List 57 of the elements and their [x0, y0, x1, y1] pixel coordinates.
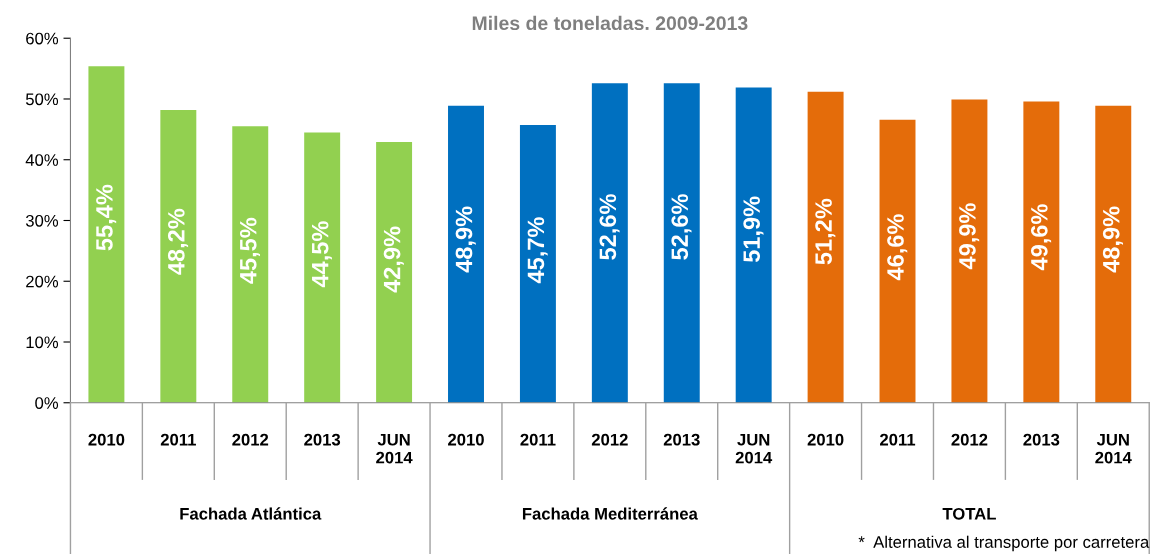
text: Fachada Atlántica — [180, 507, 322, 520]
data-label: 51,9% — [743, 196, 764, 263]
bar — [448, 105, 484, 403]
x-tick-label: 2010 — [88, 433, 125, 446]
x-tick-label: 2010 — [448, 433, 484, 446]
y-tick-label: 30% — [25, 214, 59, 227]
data-label: 44,5% — [311, 221, 332, 288]
data-label: 45,7% — [527, 217, 548, 284]
text: * Alternativa al transporte por carretera — [858, 535, 1150, 552]
bar — [1023, 101, 1060, 403]
data-label: 42,9% — [383, 226, 404, 293]
bar — [663, 83, 700, 403]
bar — [591, 83, 628, 403]
bar — [735, 87, 772, 403]
chart-title: Miles de toneladas. 2009-2013 — [472, 15, 748, 31]
bar — [160, 109, 197, 403]
x-tick-label: JUN 2014 — [735, 433, 773, 464]
x-tick-label: 2012 — [951, 433, 988, 446]
bar — [879, 119, 916, 403]
data-label: 48,9% — [455, 206, 476, 273]
data-label: 48,9% — [1102, 206, 1124, 273]
x-tick-label: 2012 — [232, 433, 269, 446]
y-tick-label: 10% — [26, 336, 59, 349]
data-label: 52,6% — [599, 194, 620, 260]
data-label: 49,6% — [1030, 204, 1052, 271]
data-label: 52,6% — [671, 194, 692, 260]
x-tick-label: 2011 — [880, 433, 916, 446]
y-tick-label: 50% — [25, 93, 59, 106]
bar — [519, 125, 556, 403]
x-tick-label: 2011 — [520, 433, 556, 446]
data-label: 45,5% — [239, 217, 261, 284]
data-label: 49,9% — [959, 203, 980, 270]
bar — [232, 126, 269, 403]
bar — [807, 91, 844, 403]
x-tick-label: 2011 — [160, 433, 196, 446]
y-tick-label: 0% — [35, 397, 59, 409]
data-label: 46,6% — [887, 214, 908, 281]
x-tick-label: JUN 2014 — [1095, 433, 1132, 464]
x-tick-label: 2012 — [591, 433, 628, 446]
y-tick-label: 20% — [26, 275, 59, 288]
bar — [951, 99, 988, 403]
x-tick-label: JUN 2014 — [376, 433, 413, 464]
bar — [304, 132, 341, 403]
data-label: 48,2% — [167, 208, 189, 275]
x-tick-label: 2013 — [304, 433, 341, 446]
x-tick-label: 2010 — [807, 433, 844, 446]
bar — [1095, 105, 1132, 403]
bar — [376, 142, 413, 403]
x-tick-label: 2013 — [1023, 433, 1060, 446]
text: TOTAL — [942, 507, 996, 520]
bar — [88, 66, 125, 403]
y-tick-label: 60% — [26, 32, 59, 45]
data-label: 51,2% — [815, 198, 836, 265]
text: Fachada Mediterránea — [522, 507, 698, 520]
x-tick-label: 2013 — [663, 433, 700, 446]
data-label: 55,4% — [96, 184, 117, 251]
y-tick-label: 40% — [25, 154, 59, 166]
